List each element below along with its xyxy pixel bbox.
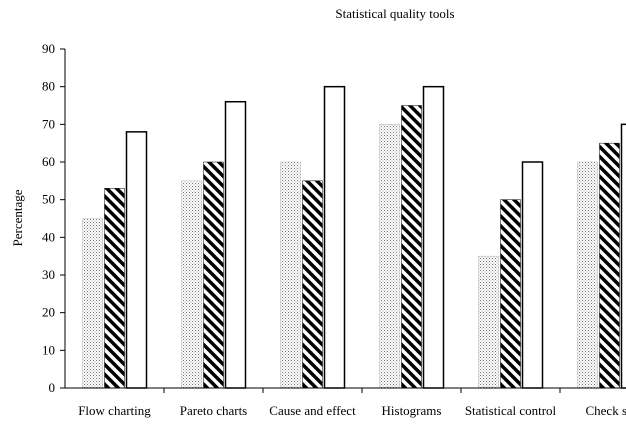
bar (203, 161, 224, 389)
y-tick-label: 0 (49, 380, 56, 395)
bar (401, 105, 422, 389)
bar (599, 142, 620, 389)
bar (422, 85, 445, 389)
chart-title: Statistical quality tools (335, 6, 454, 21)
y-tick-label: 90 (42, 41, 55, 56)
y-tick-label: 30 (42, 267, 55, 282)
x-tick-label: Pareto charts (180, 403, 248, 418)
x-tick-label: Flow charting (78, 403, 151, 418)
bar (323, 85, 346, 389)
bar (379, 124, 400, 389)
bar (478, 255, 499, 389)
bar (104, 188, 125, 389)
x-tick-label: Cause and effect (269, 403, 356, 418)
bar (302, 180, 323, 389)
bar (181, 180, 202, 389)
x-tick-label: Histograms (382, 403, 442, 418)
bar (125, 131, 148, 389)
bar (577, 161, 598, 389)
y-tick-label: 80 (42, 79, 55, 94)
y-axis-label: Percentage (10, 189, 25, 246)
y-tick-label: 20 (42, 305, 55, 320)
bar (500, 199, 521, 389)
bar (224, 100, 247, 389)
y-tick-label: 70 (42, 116, 55, 131)
bar (280, 161, 301, 389)
y-tick-label: 10 (42, 342, 55, 357)
y-tick-label: 50 (42, 192, 55, 207)
x-tick-label: Check sh (585, 403, 626, 418)
bar (521, 161, 544, 389)
y-tick-label: 40 (42, 229, 55, 244)
x-tick-label: Statistical control (465, 403, 557, 418)
bar (620, 123, 626, 389)
y-tick-label: 60 (42, 154, 55, 169)
bar (82, 218, 103, 389)
